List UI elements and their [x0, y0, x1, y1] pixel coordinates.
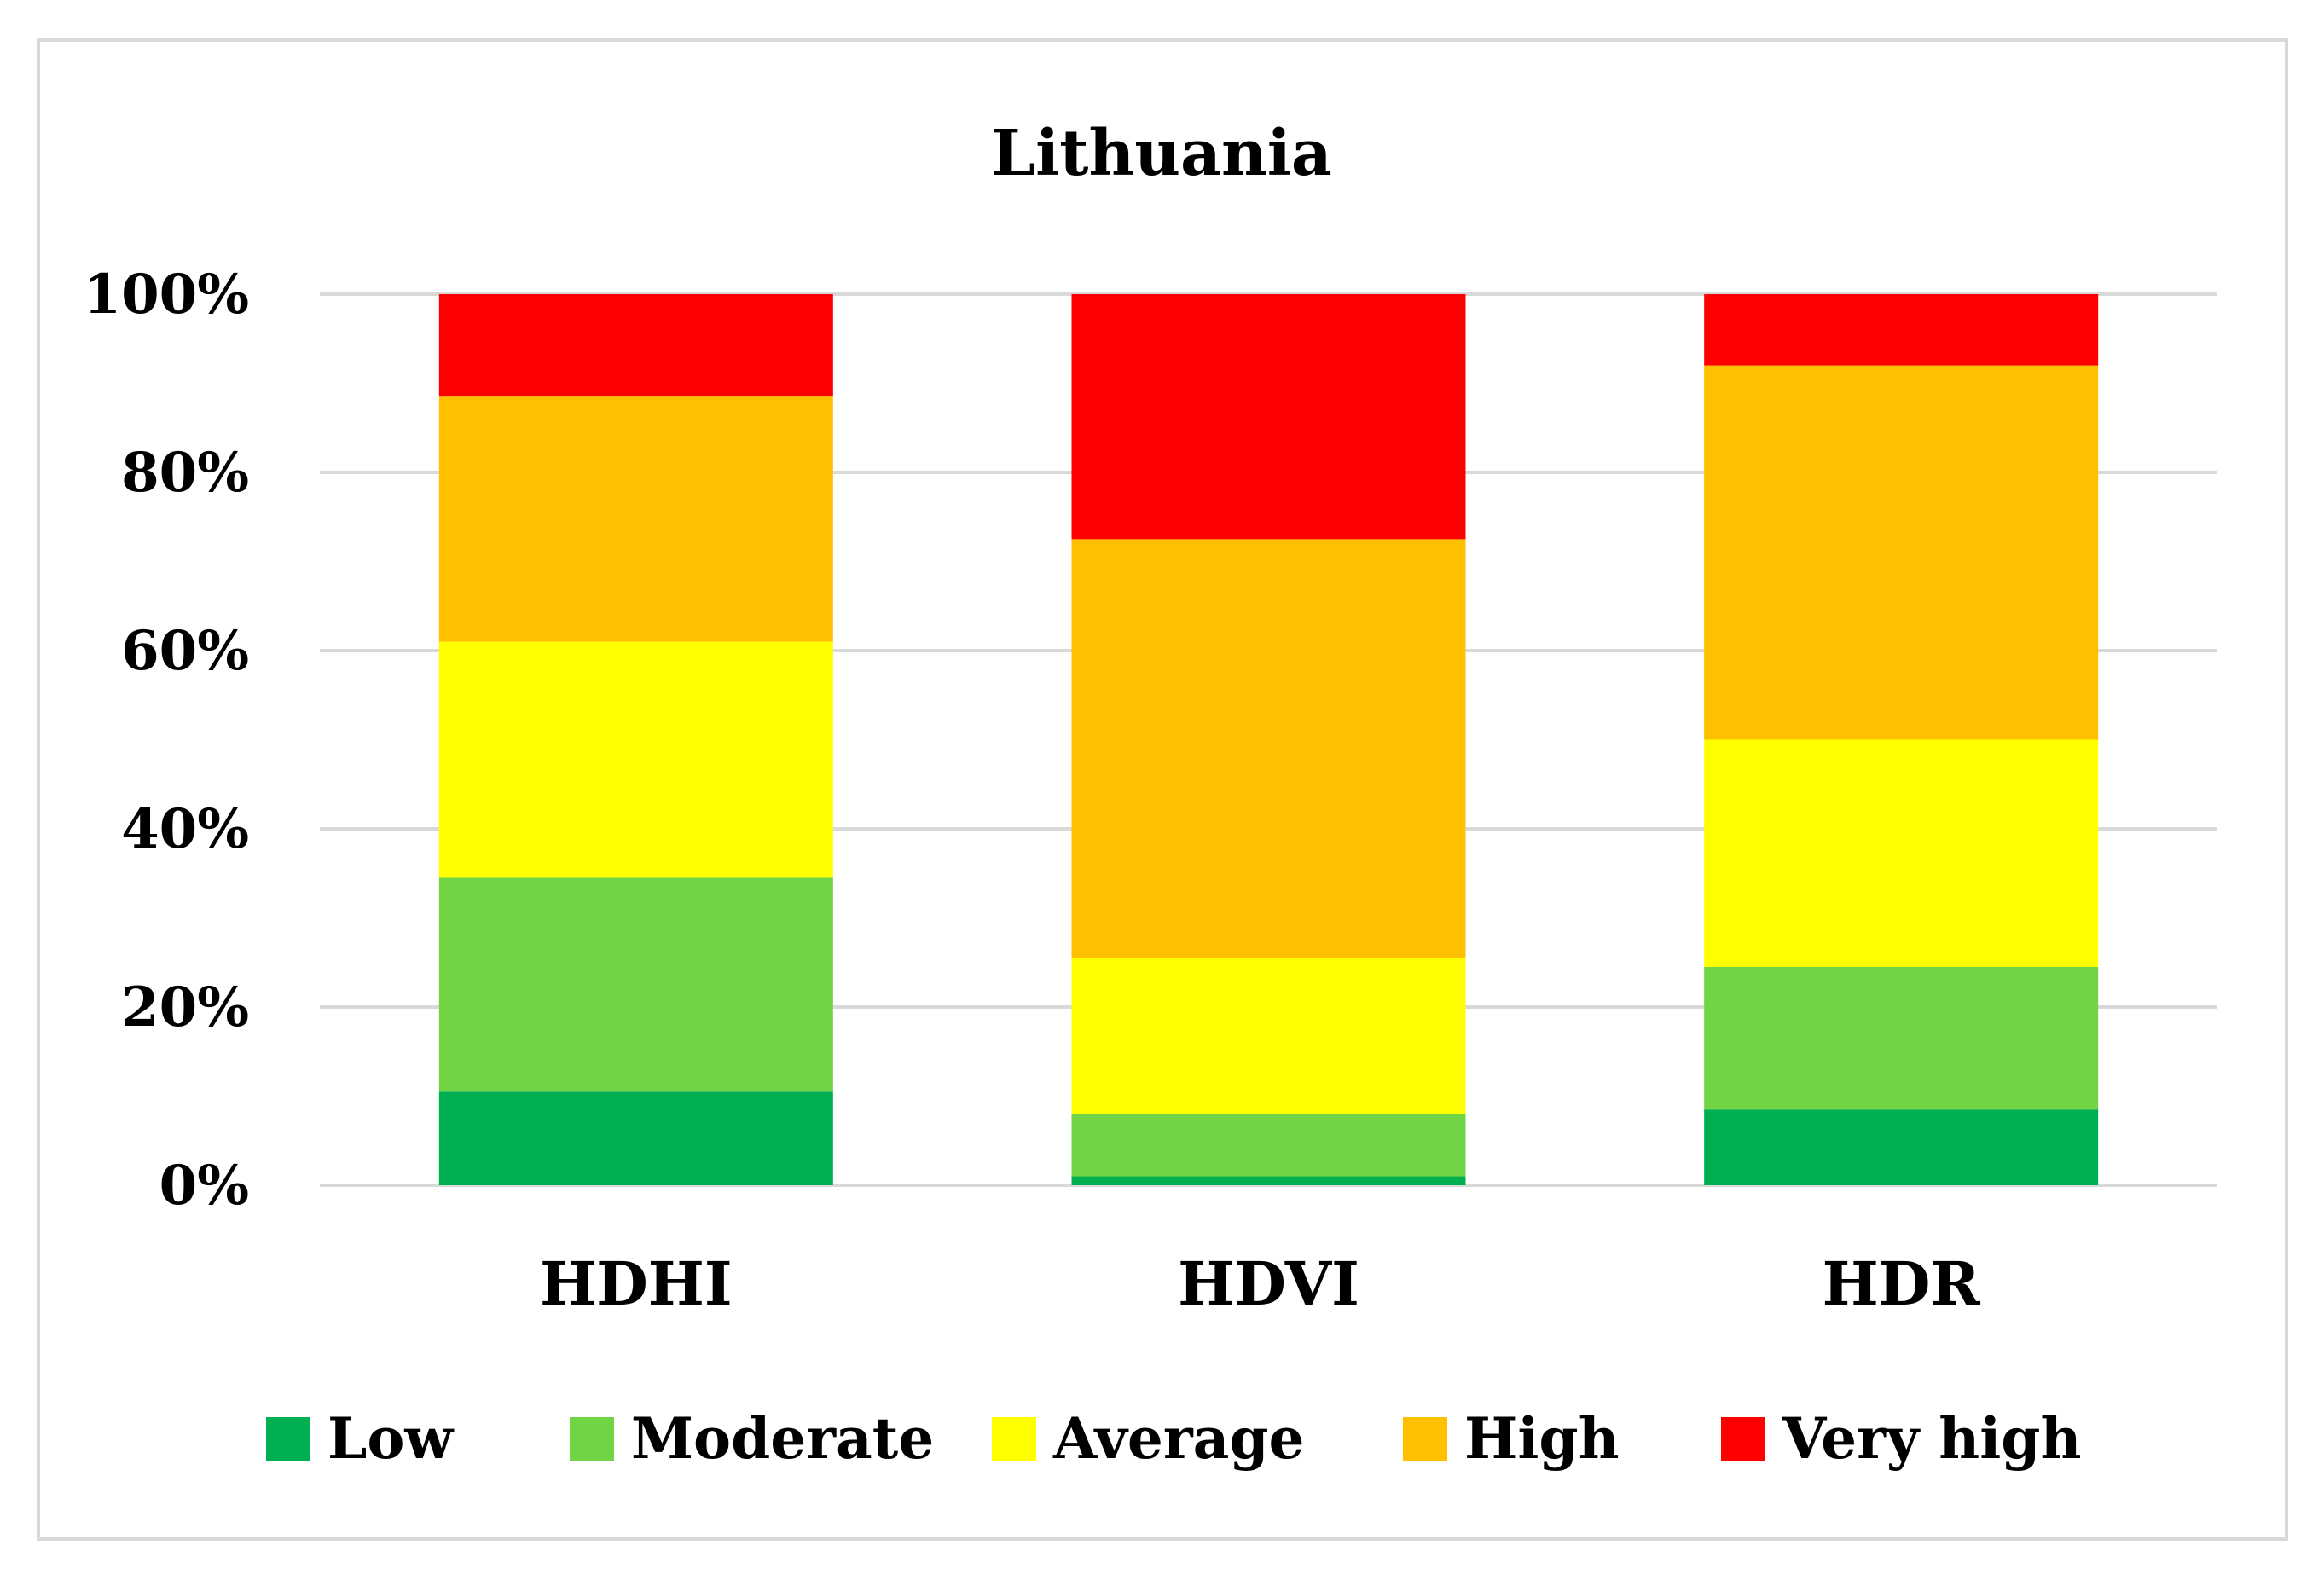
bar-hdr-average	[1704, 739, 2099, 967]
y-tick-label: 100%	[84, 263, 249, 327]
y-tick-label: 40%	[121, 797, 249, 861]
bar-hdr-very-high	[1704, 294, 2099, 366]
legend-label: Low	[327, 1405, 455, 1472]
y-tick-label: 80%	[121, 441, 249, 505]
bar-hdhi-low	[438, 1091, 833, 1185]
legend-item-very-high: Very high	[1721, 1405, 2081, 1472]
y-tick-label: 20%	[121, 975, 249, 1039]
legend-swatch	[1403, 1417, 1447, 1461]
legend-label: Moderate	[631, 1405, 934, 1472]
x-category-label: HDVI	[1178, 1248, 1359, 1319]
bar-hdvi-moderate	[1071, 1114, 1466, 1177]
legend: Low Moderate Average High Very high	[266, 1405, 2081, 1472]
x-category-label: HDR	[1823, 1248, 1981, 1319]
legend-item-moderate: Moderate	[570, 1405, 934, 1472]
legend-item-average: Average	[992, 1405, 1305, 1472]
chart-title: Lithuania	[991, 117, 1332, 190]
y-axis-ticks: 0% 20% 40% 60% 80% 100%	[84, 263, 249, 1218]
legend-swatch	[266, 1417, 310, 1461]
bar-hdvi-very-high	[1071, 294, 1466, 540]
legend-swatch	[1721, 1417, 1765, 1461]
bar-hdvi-average	[1071, 958, 1466, 1114]
legend-label: High	[1464, 1405, 1620, 1472]
bar-hdr-high	[1704, 365, 2099, 740]
legend-label: Average	[1052, 1405, 1305, 1472]
y-tick-label: 0%	[159, 1154, 249, 1218]
y-tick-label: 60%	[121, 619, 249, 683]
bar-hdr-low	[1704, 1109, 2099, 1185]
legend-swatch	[570, 1417, 614, 1461]
bar-hdvi-high	[1071, 539, 1466, 958]
x-category-label: HDHI	[540, 1248, 733, 1319]
bar-hdvi-low	[1071, 1176, 1466, 1185]
x-axis-categories: HDHI HDVI HDR	[540, 1248, 1981, 1319]
bar-hdhi-moderate	[438, 877, 833, 1092]
legend-label: Very high	[1782, 1405, 2081, 1472]
bar-hdhi-high	[438, 396, 833, 642]
bar-hdr-moderate	[1704, 966, 2099, 1110]
bars	[438, 294, 2099, 1185]
bar-hdhi-very-high	[438, 294, 833, 397]
bar-hdhi-average	[438, 641, 833, 878]
legend-item-high: High	[1403, 1405, 1620, 1472]
legend-swatch	[992, 1417, 1036, 1461]
legend-item-low: Low	[266, 1405, 455, 1472]
